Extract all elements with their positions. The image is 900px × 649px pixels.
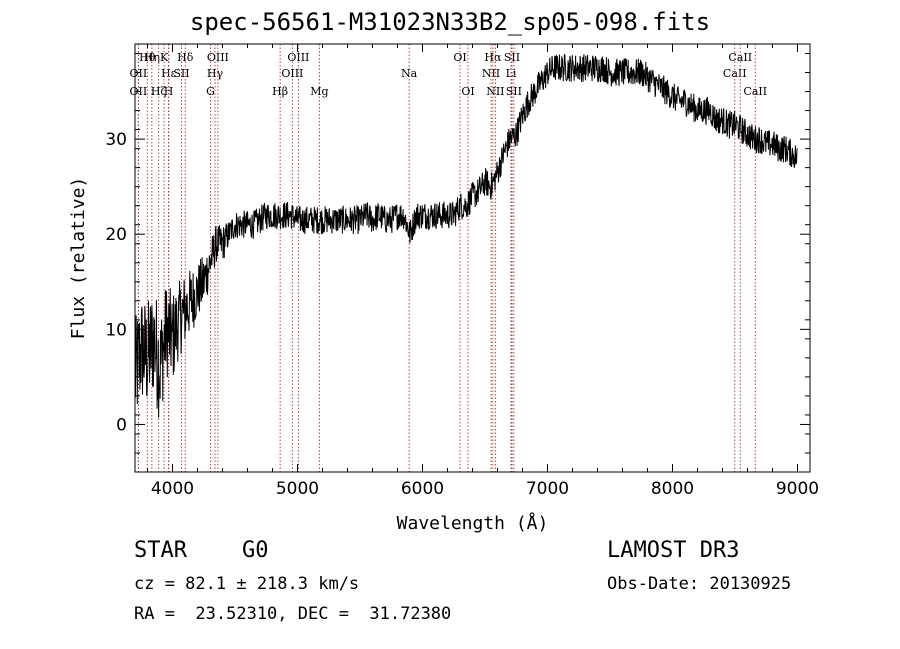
x-tick-label: 9000 — [776, 479, 819, 499]
line-marker-label-11: Hγ — [207, 67, 224, 80]
line-marker-label-25: SII — [506, 85, 522, 98]
object-class-label: STAR — [134, 538, 187, 563]
y-axis-label: Flux (relative) — [68, 177, 89, 340]
x-tick-label: 4000 — [151, 479, 194, 499]
line-marker-label-22: NII — [486, 85, 504, 98]
line-marker-label-28: CaII — [743, 85, 767, 98]
line-marker-label-27: CaII — [728, 51, 752, 64]
line-marker-label-23: Li — [506, 67, 517, 80]
line-marker-label-26: CaII — [723, 67, 747, 80]
ra-dec-label: RA = 23.52310, DEC = 31.72380 — [134, 604, 452, 624]
line-marker-label-21: Hα — [484, 51, 502, 64]
line-marker-label-7: H — [164, 85, 174, 98]
line-marker-label-10: G — [206, 85, 215, 98]
line-marker-label-12: OIII — [207, 51, 229, 64]
obs-date-label: Obs-Date: 20130925 — [607, 574, 792, 594]
line-marker-label-18: OI — [453, 51, 466, 64]
line-marker-label-24: SII — [504, 51, 520, 64]
line-marker-label-3: Hη — [144, 51, 160, 64]
line-marker-label-4: Hζ — [151, 85, 167, 98]
y-tick-label: 10 — [105, 320, 127, 340]
line-marker-label-20: NII — [482, 67, 500, 80]
line-marker-label-17: Na — [401, 67, 418, 80]
subclass-label: G0 — [242, 538, 269, 563]
line-marker-label-9: Hδ — [177, 51, 194, 64]
y-tick-label: 30 — [105, 130, 127, 150]
line-marker-label-2: Hθ — [139, 51, 156, 64]
y-tick-label: 0 — [116, 415, 127, 435]
x-tick-label: 6000 — [401, 479, 444, 499]
survey-label: LAMOST DR3 — [607, 538, 740, 563]
x-axis-label: Wavelength (Å) — [397, 512, 549, 534]
line-marker-label-13: Hβ — [272, 85, 288, 98]
line-marker-label-16: Mg — [310, 85, 328, 98]
x-tick-label: 8000 — [651, 479, 694, 499]
x-tick-label: 7000 — [526, 479, 569, 499]
line-marker-label-19: OI — [461, 85, 474, 98]
y-tick-label: 20 — [105, 225, 127, 245]
line-marker-label-15: OIII — [287, 51, 309, 64]
redshift-label: cz = 82.1 ± 218.3 km/s — [134, 574, 360, 594]
chart-title: spec-56561-M31023N33B2_sp05-098.fits — [189, 8, 711, 36]
spectrum-line — [134, 53, 798, 418]
line-marker-label-8: SII — [173, 67, 189, 80]
line-marker-label-14: OIII — [281, 67, 303, 80]
line-marker-label-5: K — [160, 51, 169, 64]
x-tick-label: 5000 — [276, 479, 319, 499]
